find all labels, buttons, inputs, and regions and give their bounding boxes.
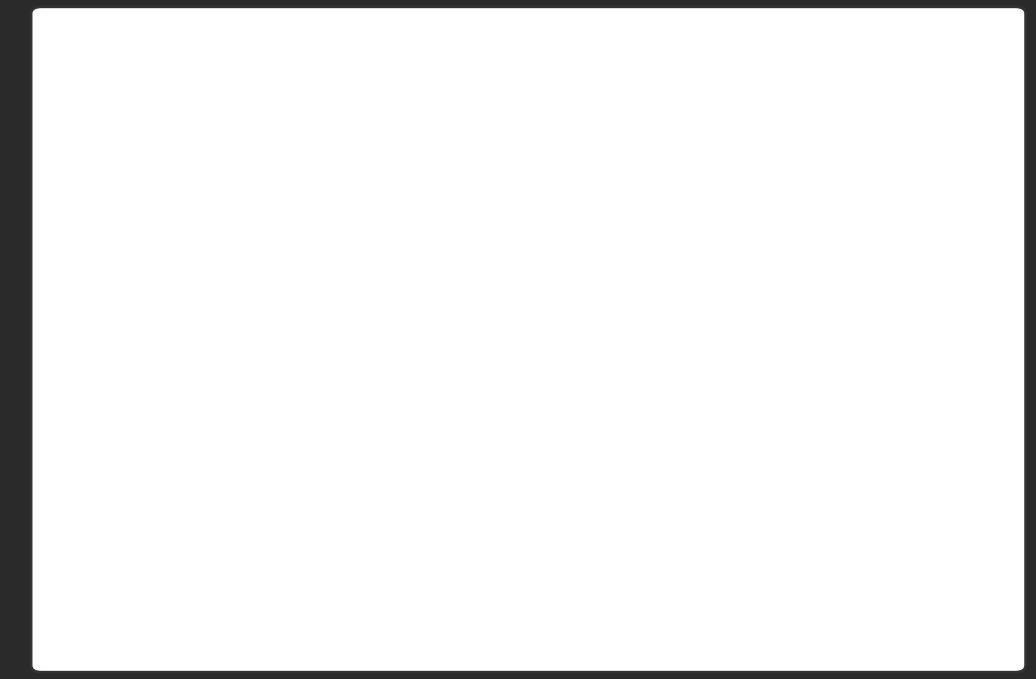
Text: Revised
guidelines: Revised guidelines xyxy=(727,370,822,481)
Late-onset xyxy=(261,469,274,477)
Early-onset xyxy=(868,488,881,496)
Early-onset xyxy=(961,515,974,524)
Early-onset xyxy=(121,115,134,123)
Late-onset xyxy=(868,488,881,496)
Late-onset xyxy=(775,504,787,513)
Late-onset xyxy=(168,482,180,490)
Line: Early-onset: Early-onset xyxy=(127,119,968,519)
Early-onset xyxy=(541,477,553,485)
Early-onset xyxy=(354,246,367,254)
Early-onset xyxy=(448,404,460,412)
Late-onset xyxy=(121,477,134,485)
Text: Consensus
guidelines: Consensus guidelines xyxy=(398,223,481,342)
Late-onset xyxy=(541,510,553,518)
Early-onset xyxy=(214,176,227,184)
Early-onset xyxy=(728,510,741,518)
Early-onset xyxy=(681,482,693,490)
Early-onset xyxy=(261,134,274,143)
Text: 1st ACOG & AAP statements: 1st ACOG & AAP statements xyxy=(165,59,381,133)
Early-onset xyxy=(822,496,834,504)
Late-onset xyxy=(728,510,741,518)
Late-onset xyxy=(961,515,974,524)
Late-onset xyxy=(634,504,646,513)
Early-onset xyxy=(587,449,600,457)
Late-onset xyxy=(401,502,413,510)
Early-onset xyxy=(915,496,927,504)
Line: Late-onset: Late-onset xyxy=(127,473,968,519)
Early-onset xyxy=(775,502,787,510)
Late-onset xyxy=(214,490,227,498)
X-axis label: Year: Year xyxy=(535,636,574,653)
Late-onset xyxy=(681,515,693,524)
Late-onset xyxy=(494,504,507,513)
Late-onset xyxy=(822,499,834,507)
Late-onset xyxy=(587,502,600,510)
Late-onset xyxy=(308,474,320,482)
Late-onset xyxy=(354,496,367,504)
Early-onset xyxy=(308,217,320,225)
Late-onset xyxy=(448,504,460,513)
Early-onset xyxy=(401,343,413,351)
Legend: Early-onset, Late-onset: Early-onset, Late-onset xyxy=(796,54,987,130)
Early-onset xyxy=(634,474,646,482)
Late-onset xyxy=(915,504,927,513)
Early-onset xyxy=(494,449,507,457)
Y-axis label: Incidence per 1,000 live births: Incidence per 1,000 live births xyxy=(41,202,57,436)
Early-onset xyxy=(168,134,180,143)
